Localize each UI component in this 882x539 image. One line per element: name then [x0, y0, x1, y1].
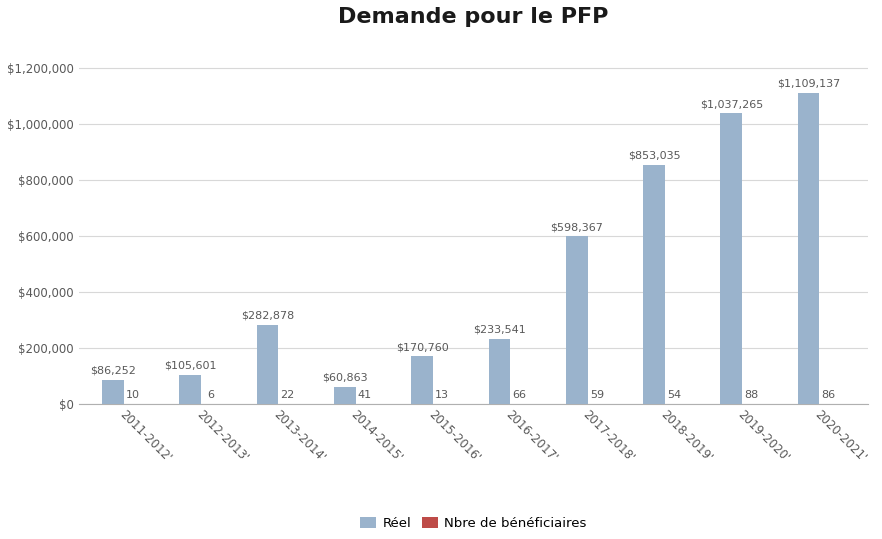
Bar	[566, 237, 587, 404]
Text: $853,035: $853,035	[628, 151, 680, 161]
Text: 86: 86	[822, 390, 836, 400]
Text: $1,037,265: $1,037,265	[699, 99, 763, 109]
Text: $1,109,137: $1,109,137	[777, 79, 841, 89]
Text: 13: 13	[435, 390, 449, 400]
Text: $282,878: $282,878	[241, 310, 295, 321]
Bar	[334, 387, 355, 404]
Bar	[489, 338, 511, 404]
Bar	[797, 93, 819, 404]
Text: 66: 66	[512, 390, 527, 400]
Text: 41: 41	[358, 390, 372, 400]
Text: 88: 88	[744, 390, 759, 400]
Bar	[411, 356, 433, 404]
Text: 59: 59	[590, 390, 604, 400]
Text: 54: 54	[667, 390, 681, 400]
Text: $598,367: $598,367	[550, 222, 603, 232]
Title: Demande pour le PFP: Demande pour le PFP	[339, 7, 609, 27]
Text: $105,601: $105,601	[164, 361, 217, 370]
Text: $60,863: $60,863	[322, 373, 368, 383]
Text: $233,541: $233,541	[473, 324, 526, 335]
Bar	[643, 165, 665, 404]
Bar	[257, 325, 279, 404]
Bar	[721, 113, 742, 404]
Bar	[179, 375, 201, 404]
Bar	[102, 380, 123, 404]
Legend: Réel, Nbre de bénéficiaires: Réel, Nbre de bénéficiaires	[356, 513, 591, 534]
Text: 6: 6	[207, 390, 213, 400]
Text: $86,252: $86,252	[90, 366, 136, 376]
Text: $170,760: $170,760	[396, 342, 449, 352]
Text: 10: 10	[126, 390, 140, 400]
Text: 22: 22	[280, 390, 295, 400]
